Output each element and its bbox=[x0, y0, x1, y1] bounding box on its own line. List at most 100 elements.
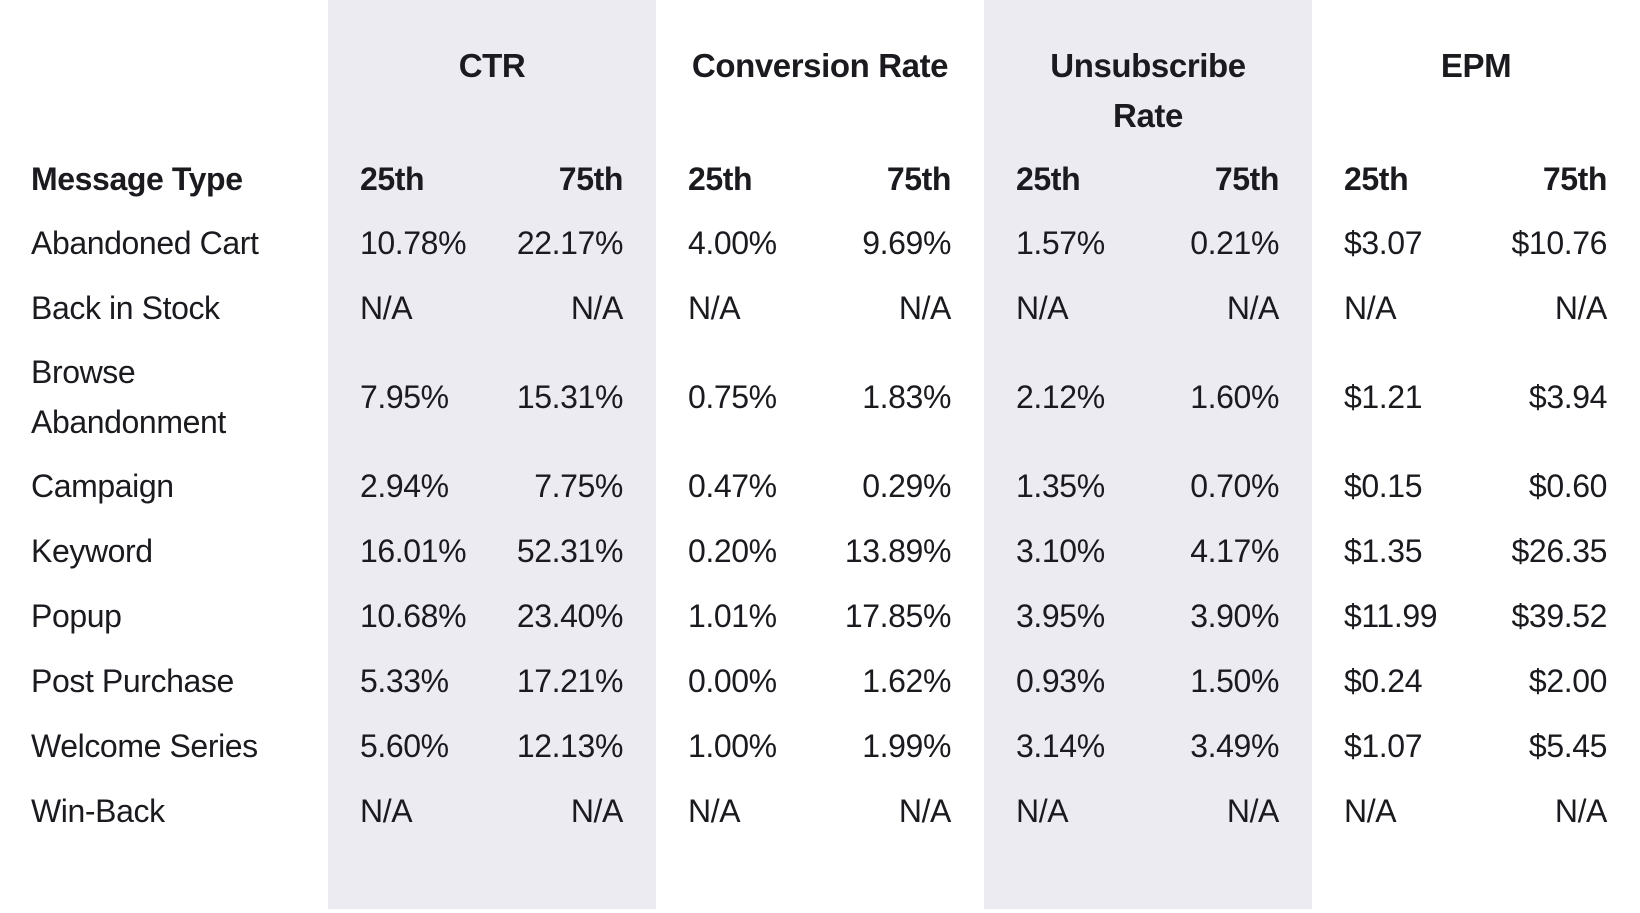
metric-cell: 3.14% bbox=[984, 713, 1149, 778]
metric-cell: $3.07 bbox=[1344, 224, 1423, 261]
metric-cell: 22.17% bbox=[492, 210, 656, 275]
metric-cell: $0.15 bbox=[1344, 467, 1423, 504]
row-label: Post Purchase bbox=[31, 662, 234, 699]
metric-cell: 23.40% bbox=[492, 583, 656, 648]
table-row: Post Purchase 5.33% 17.21% 0.00% 1.62% 0… bbox=[0, 648, 1640, 713]
column-group-ctr: CTR bbox=[328, 0, 656, 144]
metric-cell: N/A bbox=[1344, 289, 1397, 326]
row-label: Welcome Series bbox=[31, 727, 258, 764]
metric-cell: 3.90% bbox=[1148, 583, 1313, 648]
table-row: Campaign 2.94% 7.75% 0.47% 0.29% 1.35% 0… bbox=[0, 453, 1640, 518]
column-group-label: Conversion Rate bbox=[691, 47, 949, 84]
metric-cell: 1.62% bbox=[862, 662, 952, 699]
metric-cell: $5.45 bbox=[1528, 727, 1608, 764]
metric-cell: 17.85% bbox=[844, 597, 952, 634]
percentile-header-25th: 25th bbox=[1344, 161, 1409, 197]
metric-cell: 1.50% bbox=[1148, 648, 1313, 713]
metric-cell: N/A bbox=[688, 792, 741, 829]
metric-cell: 5.60% bbox=[328, 713, 492, 778]
table-row: Popup 10.68% 23.40% 1.01% 17.85% 3.95% 3… bbox=[0, 583, 1640, 648]
metric-cell: $11.99 bbox=[1344, 597, 1438, 634]
metric-cell: 4.00% bbox=[688, 224, 777, 261]
percentile-header-25th: 25th bbox=[688, 161, 753, 197]
metric-cell: 4.17% bbox=[1148, 518, 1313, 583]
metric-cell: 1.83% bbox=[862, 378, 952, 415]
percentile-header-75th: 75th bbox=[1148, 144, 1313, 210]
table-row: Keyword 16.01% 52.31% 0.20% 13.89% 3.10%… bbox=[0, 518, 1640, 583]
column-group-epm: EPM bbox=[1312, 0, 1640, 144]
metric-cell: 0.21% bbox=[1148, 210, 1313, 275]
column-group-header-row: CTR Conversion Rate Unsubscribe Rate EPM bbox=[0, 0, 1640, 144]
metric-cell: 13.89% bbox=[844, 532, 952, 569]
metric-cell: 10.68% bbox=[328, 583, 492, 648]
metric-cell: 0.75% bbox=[688, 378, 777, 415]
metric-cell: 7.95% bbox=[328, 340, 492, 453]
metric-cell: 10.78% bbox=[328, 210, 492, 275]
spacer-row bbox=[0, 843, 1640, 909]
metric-cell: 1.99% bbox=[862, 727, 952, 764]
metric-cell: 0.29% bbox=[862, 467, 952, 504]
table-row: Browse Abandonment 7.95% 15.31% 0.75% 1.… bbox=[0, 340, 1640, 453]
metric-cell: 1.35% bbox=[984, 453, 1149, 518]
metric-cell: 1.00% bbox=[688, 727, 777, 764]
metric-cell: 1.57% bbox=[984, 210, 1149, 275]
percentile-header-25th: 25th bbox=[328, 144, 492, 210]
table-row: Abandoned Cart 10.78% 22.17% 4.00% 9.69%… bbox=[0, 210, 1640, 275]
percentile-header-row: Message Type 25th 75th 25th 75th 25th 75… bbox=[0, 144, 1640, 210]
metric-cell: N/A bbox=[984, 778, 1149, 843]
metric-cell: $39.52 bbox=[1511, 597, 1608, 634]
percentile-header-75th: 75th bbox=[1542, 161, 1608, 197]
percentile-header-75th: 75th bbox=[886, 161, 952, 197]
metric-cell: N/A bbox=[898, 792, 952, 829]
metric-cell: 2.12% bbox=[984, 340, 1149, 453]
metric-cell: N/A bbox=[1554, 792, 1608, 829]
metric-cell: N/A bbox=[328, 778, 492, 843]
metric-cell: 0.47% bbox=[688, 467, 777, 504]
metric-cell: 5.33% bbox=[328, 648, 492, 713]
percentile-header-75th: 75th bbox=[492, 144, 656, 210]
metric-cell: 3.95% bbox=[984, 583, 1149, 648]
column-group-unsubscribe-rate: Unsubscribe Rate bbox=[984, 0, 1313, 144]
message-type-header: Message Type bbox=[31, 161, 243, 197]
metric-cell: $2.00 bbox=[1528, 662, 1608, 699]
metric-cell: N/A bbox=[688, 289, 741, 326]
metric-cell: $10.76 bbox=[1511, 224, 1608, 261]
table-row: Win-Back N/A N/A N/A N/A N/A N/A N/A N/A bbox=[0, 778, 1640, 843]
metric-cell: 52.31% bbox=[492, 518, 656, 583]
metric-cell: $3.94 bbox=[1528, 378, 1608, 415]
metric-cell: N/A bbox=[492, 275, 656, 340]
metric-cell: $1.35 bbox=[1344, 532, 1423, 569]
metric-cell: 15.31% bbox=[492, 340, 656, 453]
table-row: Welcome Series 5.60% 12.13% 1.00% 1.99% … bbox=[0, 713, 1640, 778]
metric-cell: N/A bbox=[492, 778, 656, 843]
metric-cell: $0.60 bbox=[1528, 467, 1608, 504]
metric-cell: 1.01% bbox=[688, 597, 777, 634]
metric-cell: 3.10% bbox=[984, 518, 1149, 583]
corner-spacer bbox=[0, 0, 328, 144]
metric-cell: 3.49% bbox=[1148, 713, 1313, 778]
metric-cell: 2.94% bbox=[328, 453, 492, 518]
metric-cell: $26.35 bbox=[1511, 532, 1608, 569]
metric-cell: 0.93% bbox=[984, 648, 1149, 713]
row-label: Browse Abandonment bbox=[31, 353, 226, 440]
metric-cell: 0.00% bbox=[688, 662, 777, 699]
metric-cell: 12.13% bbox=[492, 713, 656, 778]
percentile-header-25th: 25th bbox=[984, 144, 1149, 210]
row-label: Abandoned Cart bbox=[31, 224, 259, 261]
metric-cell: $0.24 bbox=[1344, 662, 1423, 699]
metric-cell: 1.60% bbox=[1148, 340, 1313, 453]
metric-cell: 0.20% bbox=[688, 532, 777, 569]
metric-cell: N/A bbox=[1344, 792, 1397, 829]
metric-cell: 9.69% bbox=[862, 224, 952, 261]
metric-cell: N/A bbox=[328, 275, 492, 340]
metric-cell: $1.07 bbox=[1344, 727, 1423, 764]
column-group-label: Unsubscribe Rate bbox=[1050, 47, 1246, 134]
column-group-label: EPM bbox=[1440, 47, 1512, 84]
metric-cell: 0.70% bbox=[1148, 453, 1313, 518]
metric-cell: 16.01% bbox=[328, 518, 492, 583]
table-row: Back in Stock N/A N/A N/A N/A N/A N/A N/… bbox=[0, 275, 1640, 340]
row-label: Keyword bbox=[31, 532, 153, 569]
row-label: Campaign bbox=[31, 467, 174, 504]
metric-cell: N/A bbox=[898, 289, 952, 326]
metric-cell: N/A bbox=[1148, 275, 1313, 340]
